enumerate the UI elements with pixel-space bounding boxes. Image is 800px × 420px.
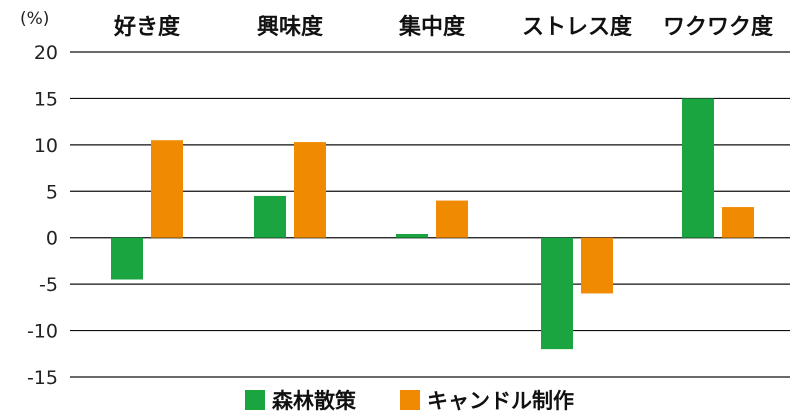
category-label: ストレス度: [522, 14, 633, 40]
y-tick-label: 0: [46, 228, 58, 250]
bar-forest-walk: [682, 98, 714, 238]
legend-label: 森林散策: [272, 389, 357, 413]
bar-forest-walk: [396, 234, 428, 238]
bar-candle-making: [151, 140, 183, 238]
y-tick-label: -5: [39, 274, 58, 296]
legend-label: キャンドル制作: [427, 389, 574, 413]
bar-candle-making: [722, 207, 754, 238]
y-tick-label: 10: [34, 135, 58, 157]
legend-swatch: [400, 390, 420, 410]
y-tick-label: -10: [27, 321, 58, 343]
y-tick-label: 15: [34, 88, 58, 110]
bar-candle-making: [436, 200, 468, 238]
gridlines: [70, 51, 790, 378]
y-tick-label: 20: [34, 42, 58, 64]
category-labels: 好き度 興味度 集中度 ストレス度 ワクワク度: [113, 14, 774, 40]
category-label: 興味度: [257, 14, 324, 40]
y-tick-label: 5: [46, 181, 58, 203]
bar-candle-making: [581, 237, 613, 294]
y-axis-unit-label: (%): [20, 9, 49, 29]
category-label: ワクワク度: [663, 14, 774, 40]
y-axis-tick-labels: 20 15 10 5 0 -5 -10 -15: [27, 42, 58, 389]
bar-forest-walk: [541, 237, 573, 350]
category-label: 好き度: [113, 14, 181, 40]
category-label: 集中度: [398, 14, 466, 40]
legend: 森林散策 キャンドル制作: [245, 389, 574, 413]
bar-candle-making: [294, 142, 326, 238]
y-tick-label: -15: [27, 367, 58, 389]
bar-forest-walk: [254, 195, 286, 238]
bars: [111, 98, 754, 350]
legend-swatch: [245, 390, 265, 410]
bar-forest-walk: [111, 237, 143, 280]
